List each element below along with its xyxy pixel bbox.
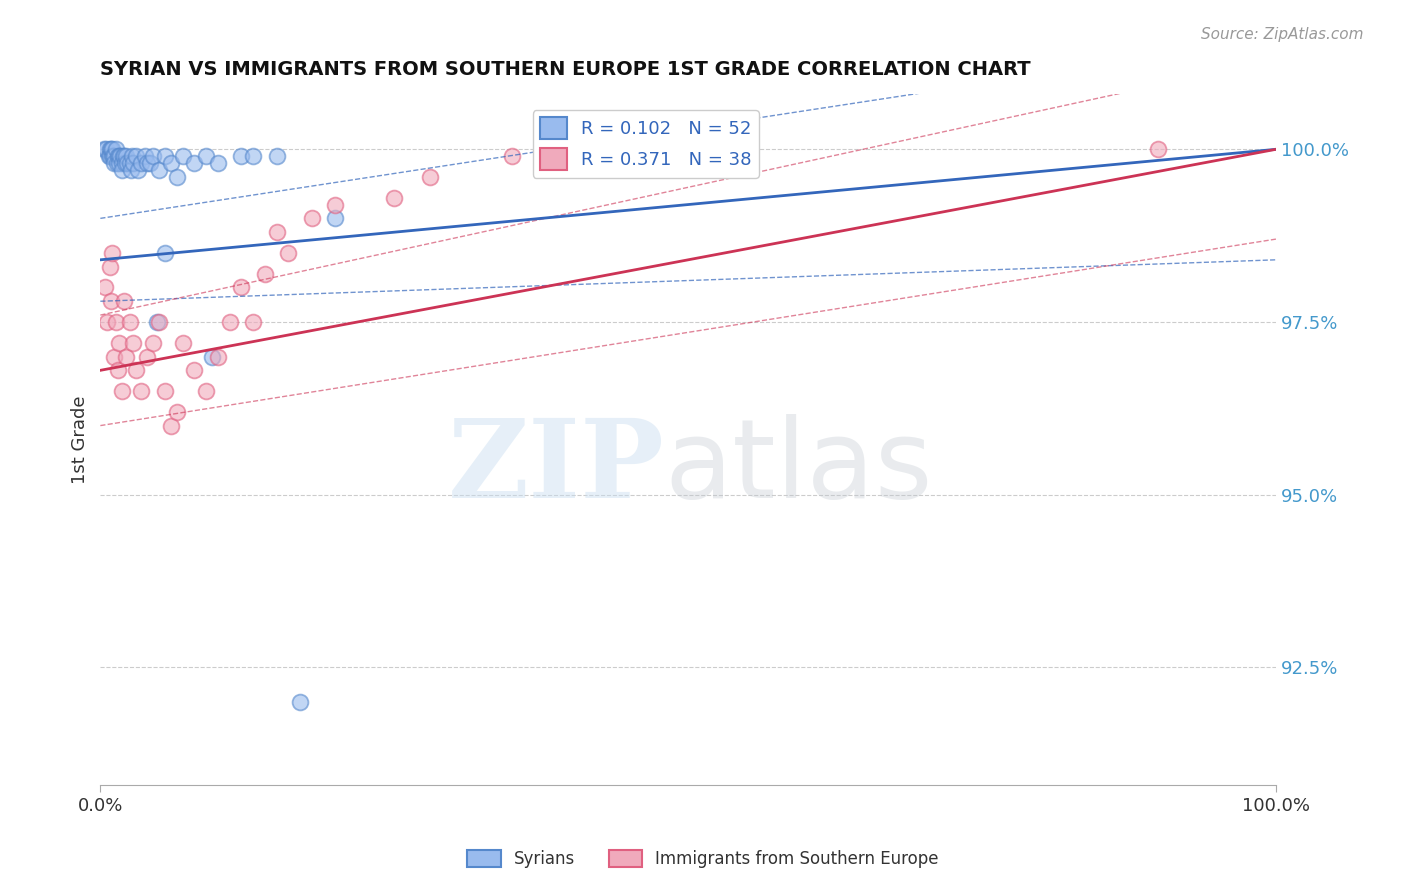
Point [103, 149, 125, 163]
Point [115, 149, 138, 163]
Legend: R = 0.102   N = 52, R = 0.371   N = 38: R = 0.102 N = 52, R = 0.371 N = 38 [533, 110, 759, 178]
Point [110, 149, 132, 163]
Point [166, 169, 188, 184]
Point [107, 363, 129, 377]
Point [277, 246, 299, 260]
Point [110, 156, 132, 170]
Point [108, 335, 131, 350]
Point [118, 315, 141, 329]
Point [153, 149, 176, 163]
Point [115, 350, 138, 364]
Point [93, 142, 115, 156]
Point [104, 142, 127, 156]
Point [160, 418, 183, 433]
Y-axis label: 1st Grade: 1st Grade [72, 395, 89, 483]
Point [290, 695, 312, 709]
Point [124, 363, 146, 377]
Point [134, 149, 156, 163]
Point [131, 156, 153, 170]
Point [418, 169, 440, 184]
Point [153, 384, 176, 398]
Point [160, 156, 183, 170]
Point [207, 156, 229, 170]
Point [101, 149, 124, 163]
Point [136, 350, 159, 364]
Point [136, 156, 159, 170]
Point [560, 149, 582, 163]
Point [138, 156, 160, 170]
Point [242, 149, 264, 163]
Point [195, 149, 218, 163]
Point [114, 156, 136, 170]
Point [122, 156, 145, 170]
Point [266, 225, 288, 239]
Point [183, 156, 205, 170]
Point [148, 315, 170, 329]
Point [100, 142, 122, 156]
Point [131, 384, 153, 398]
Point [98, 260, 121, 274]
Point [121, 149, 143, 163]
Point [110, 163, 132, 178]
Point [107, 149, 129, 163]
Point [98, 149, 121, 163]
Point [94, 280, 117, 294]
Point [96, 142, 118, 156]
Point [118, 156, 141, 170]
Point [148, 163, 170, 178]
Point [111, 149, 134, 163]
Point [110, 384, 132, 398]
Point [103, 350, 125, 364]
Point [127, 163, 149, 178]
Point [172, 335, 194, 350]
Point [142, 149, 165, 163]
Text: SYRIAN VS IMMIGRANTS FROM SOUTHERN EUROPE 1ST GRADE CORRELATION CHART: SYRIAN VS IMMIGRANTS FROM SOUTHERN EUROP… [100, 60, 1031, 78]
Point [382, 191, 405, 205]
Point [301, 211, 323, 226]
Point [207, 350, 229, 364]
Point [104, 315, 127, 329]
Point [101, 142, 124, 156]
Point [105, 156, 128, 170]
Point [266, 149, 288, 163]
Point [100, 294, 122, 309]
Point [253, 267, 276, 281]
Point [195, 384, 218, 398]
Point [124, 149, 146, 163]
Point [97, 149, 120, 163]
Point [325, 197, 347, 211]
Point [153, 246, 176, 260]
Point [112, 149, 135, 163]
Point [172, 149, 194, 163]
Point [103, 156, 125, 170]
Text: ZIP: ZIP [449, 414, 665, 521]
Point [231, 149, 253, 163]
Point [183, 363, 205, 377]
Point [325, 211, 347, 226]
Point [108, 156, 131, 170]
Point [101, 246, 124, 260]
Point [108, 149, 131, 163]
Legend: Syrians, Immigrants from Southern Europe: Syrians, Immigrants from Southern Europe [461, 843, 945, 875]
Point [112, 294, 135, 309]
Point [120, 163, 142, 178]
Point [1147, 142, 1170, 156]
Point [96, 315, 118, 329]
Point [117, 156, 139, 170]
Text: atlas: atlas [665, 414, 934, 521]
Point [218, 315, 240, 329]
Point [201, 350, 224, 364]
Point [501, 149, 523, 163]
Point [103, 149, 125, 163]
Point [146, 315, 169, 329]
Point [242, 315, 264, 329]
Point [142, 335, 165, 350]
Point [98, 142, 121, 156]
Point [166, 405, 188, 419]
Point [122, 335, 145, 350]
Text: Source: ZipAtlas.com: Source: ZipAtlas.com [1201, 27, 1364, 42]
Point [231, 280, 253, 294]
